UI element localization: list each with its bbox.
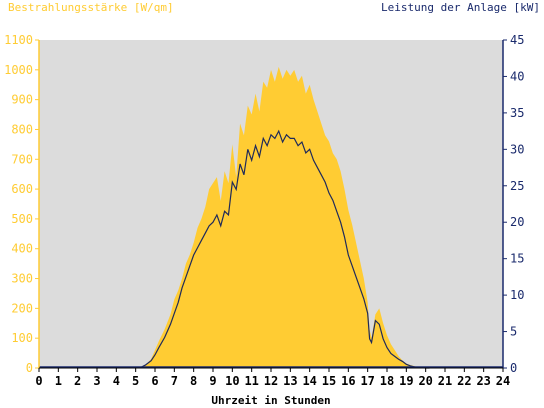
x-tick-label: 22 — [457, 374, 471, 388]
x-tick-label: 24 — [496, 374, 510, 388]
right-axis-title: Leistung der Anlage [kW] — [381, 1, 540, 14]
x-tick-label: 0 — [35, 374, 42, 388]
x-tick-label: 16 — [341, 374, 355, 388]
right-tick-label: 45 — [510, 33, 524, 47]
right-tick-label: 25 — [510, 179, 524, 193]
irradiance-area — [139, 66, 430, 368]
x-tick-label: 1 — [55, 374, 62, 388]
axes-layer — [35, 39, 507, 372]
power-line-layer — [39, 129, 503, 369]
left-axis-title: Bestrahlungsstärke [W/qm] — [8, 1, 174, 14]
left-tick-label: 100 — [11, 331, 33, 345]
x-tick-label: 7 — [171, 374, 178, 388]
right-tick-label: 0 — [510, 361, 517, 375]
x-axis-title: Uhrzeit in Stunden — [211, 394, 330, 407]
right-tick-label: 20 — [510, 215, 524, 229]
irradiance-area-layer — [139, 66, 430, 368]
right-tick-label: 30 — [510, 142, 524, 156]
x-tick-label: 8 — [190, 374, 197, 388]
tick-labels-layer: 0100200300400500600700800900100011000510… — [4, 33, 524, 388]
left-tick-label: 700 — [11, 152, 33, 166]
left-tick-label: 500 — [11, 212, 33, 226]
left-tick-label: 200 — [11, 301, 33, 315]
x-tick-label: 18 — [380, 374, 394, 388]
x-tick-label: 13 — [283, 374, 297, 388]
x-tick-label: 15 — [322, 374, 336, 388]
left-tick-label: 300 — [11, 272, 33, 286]
x-tick-label: 14 — [302, 374, 316, 388]
x-tick-label: 17 — [360, 374, 374, 388]
x-tick-label: 3 — [93, 374, 100, 388]
x-tick-label: 21 — [438, 374, 452, 388]
x-tick-label: 11 — [244, 374, 258, 388]
right-tick-label: 10 — [510, 288, 524, 302]
right-tick-label: 40 — [510, 69, 524, 83]
left-tick-label: 400 — [11, 242, 33, 256]
left-tick-label: 1100 — [4, 33, 33, 47]
left-tick-label: 600 — [11, 182, 33, 196]
x-tick-label: 5 — [132, 374, 139, 388]
x-tick-label: 10 — [225, 374, 239, 388]
x-tick-label: 9 — [209, 374, 216, 388]
x-tick-label: 20 — [418, 374, 432, 388]
left-tick-label: 1000 — [4, 63, 33, 77]
right-tick-label: 5 — [510, 325, 517, 339]
left-tick-label: 0 — [26, 361, 33, 375]
x-tick-label: 2 — [74, 374, 81, 388]
x-tick-label: 23 — [476, 374, 490, 388]
x-tick-label: 12 — [264, 374, 278, 388]
x-tick-label: 4 — [113, 374, 120, 388]
left-tick-label: 800 — [11, 122, 33, 136]
x-tick-label: 19 — [399, 374, 413, 388]
x-tick-label: 6 — [151, 374, 158, 388]
right-tick-label: 15 — [510, 252, 524, 266]
left-tick-label: 900 — [11, 93, 33, 107]
power-line — [139, 129, 430, 369]
right-tick-label: 35 — [510, 106, 524, 120]
